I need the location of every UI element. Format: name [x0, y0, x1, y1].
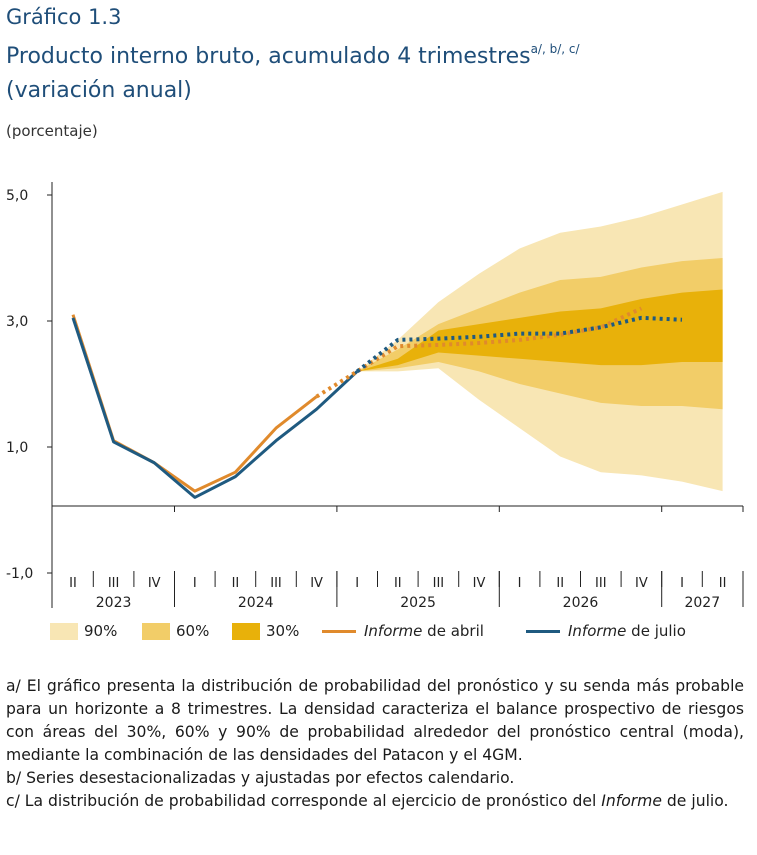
- footnote-b: b/ Series desestacionalizadas y ajustada…: [6, 769, 515, 787]
- series-julio-forecast: [355, 315, 683, 373]
- x-quarter-label-14: IV: [635, 576, 648, 591]
- x-quarter-label-0: II: [69, 576, 77, 591]
- y-tick-label-2: 1,0: [6, 440, 28, 456]
- chart-legend: 90% 60% 30% Informe de abril Informe de juli…: [50, 622, 750, 648]
- x-year-label-3: 2026: [563, 595, 599, 611]
- legend-label-4: de julio: [626, 622, 686, 640]
- chart-plot: 5,03,01,0-1,0II III IV I II III IV I II III IV I II I…: [6, 182, 744, 611]
- y-tick-label-3: -1,0: [6, 566, 33, 582]
- x-quarter-label-7: I: [355, 576, 359, 591]
- legend-label-0: 90%: [84, 622, 118, 640]
- chart-subtitle: (variación anual): [6, 78, 192, 103]
- legend-marker-2: [232, 622, 260, 640]
- x-quarter-label-10: IV: [473, 576, 486, 591]
- footnote-c-end: de julio.: [661, 792, 729, 810]
- footnotes: a/ El gráfico presenta la distribución d…: [6, 675, 744, 813]
- series-lines: [71, 306, 683, 499]
- chart-title-block: Gráfico 1.3 Producto interno bruto, acum…: [6, 2, 580, 108]
- chart-number: Gráfico 1.3: [6, 5, 122, 29]
- x-quarter-label-16: II: [719, 576, 727, 591]
- x-quarter-label-5: III: [270, 576, 282, 591]
- x-year-label-0: 2023: [96, 595, 132, 611]
- legend-item-4: Informe de julio: [526, 622, 686, 640]
- x-quarter-label-12: II: [556, 576, 564, 591]
- legend-label-italic-3: Informe: [364, 622, 423, 640]
- x-quarter-label-2: IV: [148, 576, 161, 591]
- x-quarter-label-4: II: [232, 576, 240, 591]
- chart-axes: 5,03,01,0-1,0II III IV I II III IV I II III IV I II I…: [6, 182, 744, 611]
- x-quarter-label-6: IV: [310, 576, 323, 591]
- x-quarter-label-1: III: [108, 576, 120, 591]
- legend-item-3: Informe de abril: [322, 622, 484, 640]
- x-quarter-label-3: I: [193, 576, 197, 591]
- y-tick-label-1: 3,0: [6, 314, 28, 330]
- x-quarter-label-11: I: [518, 576, 522, 591]
- x-quarter-label-9: III: [433, 576, 445, 591]
- series-abril-history: [71, 314, 318, 493]
- chart-title-footnote-refs: a/, b/, c/: [530, 42, 580, 56]
- footnote-c-start: c/ La distribución de probabilidad corre…: [6, 792, 602, 810]
- footnote-c: c/ La distribución de probabilidad corre…: [6, 790, 744, 813]
- x-year-label-2: 2025: [400, 595, 436, 611]
- series-julio-history: [71, 317, 359, 499]
- legend-item-1: 60%: [142, 622, 209, 640]
- y-tick-label-0: 5,0: [6, 188, 28, 204]
- legend-marker-3: [322, 629, 356, 633]
- legend-item-2: 30%: [232, 622, 299, 640]
- footnote-a: a/ El gráfico presenta la distribución d…: [6, 677, 744, 764]
- x-quarter-label-15: I: [680, 576, 684, 591]
- x-quarter-label-13: III: [595, 576, 607, 591]
- legend-marker-1: [142, 622, 170, 640]
- legend-label-1: 60%: [176, 622, 210, 640]
- band-30: [357, 289, 723, 372]
- x-year-label-4: 2027: [684, 595, 720, 611]
- footnote-c-italic: Informe: [601, 792, 662, 810]
- legend-marker-0: [50, 622, 78, 640]
- legend-item-0: 90%: [50, 622, 117, 640]
- legend-label-2: 30%: [266, 622, 300, 640]
- fan-bands: [357, 191, 723, 492]
- chart-title-text: Producto interno bruto, acumulado 4 trim…: [6, 44, 531, 69]
- x-quarter-label-8: II: [394, 576, 402, 591]
- legend-label-3: de abril: [422, 622, 484, 640]
- legend-marker-4: [526, 629, 560, 633]
- unit-label: (porcentaje): [6, 122, 98, 140]
- x-year-label-1: 2024: [238, 595, 274, 611]
- chart-title: Producto interno bruto, acumulado 4 trim…: [6, 32, 580, 74]
- legend-label-italic-4: Informe: [568, 622, 627, 640]
